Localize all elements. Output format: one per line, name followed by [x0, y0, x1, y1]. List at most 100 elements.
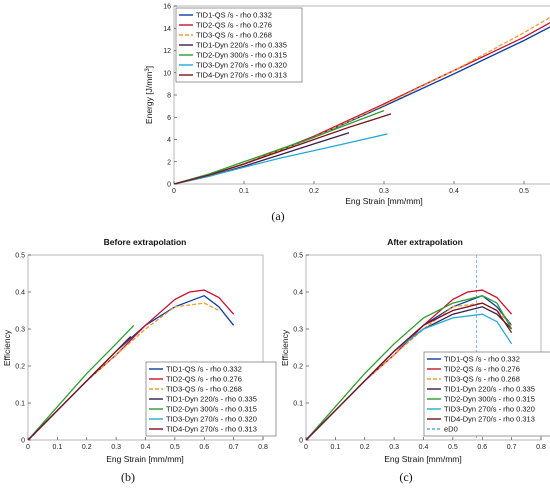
- y-tick-label: 4: [167, 137, 171, 144]
- chart-c-xlabel: Eng Strain [mm/mm]: [384, 454, 461, 464]
- chart-c-after-extrapolation: After extrapolation 0 0.1 0.2 0.3 0.4 0.5 0.6 0…: [280, 237, 550, 484]
- chart-b-x-ticks: 0 0.1 0.2 0.3 0.4 0.5 0.6 0.7 0.8: [26, 437, 268, 451]
- y-tick-label: 0.3: [293, 327, 303, 334]
- legend-entry: eD0: [444, 425, 458, 434]
- x-tick-label: 0.4: [449, 188, 459, 195]
- y-tick-label: 12: [163, 48, 171, 55]
- y-tick-label: 0.4: [15, 290, 25, 297]
- x-tick-label: 0.6: [477, 444, 487, 451]
- chart-c-caption: (c): [399, 470, 412, 484]
- y-tick-label: 0.2: [293, 364, 303, 371]
- legend-entry: TID2-QS /s - rho 0.276: [166, 375, 242, 384]
- y-tick-label: 10: [163, 70, 171, 77]
- y-tick-label: 0.2: [15, 364, 25, 371]
- series-line-6: [173, 133, 388, 185]
- y-tick-label: 8: [167, 93, 171, 100]
- chart-c-series: [305, 289, 513, 441]
- x-tick-label: 0.6: [199, 444, 209, 451]
- x-tick-label: 0.3: [389, 444, 399, 451]
- legend-entry: TID2-Dyn 300/s - rho 0.315: [166, 405, 257, 414]
- x-tick-label: 0.2: [82, 444, 92, 451]
- legend-entry: TID1-QS /s - rho 0.332: [196, 11, 272, 20]
- chart-b-ylabel: Efficiency: [2, 329, 12, 366]
- chart-c-title: After extrapolation: [387, 237, 463, 247]
- x-tick-label: 0.4: [141, 444, 151, 451]
- legend-entry: TID1-Dyn 220/s - rho 0.335: [444, 385, 535, 394]
- legend-entry: TID1-QS /s - rho 0.332: [166, 365, 242, 374]
- y-tick-label: 0.4: [293, 290, 303, 297]
- series-line-5: [305, 295, 513, 441]
- y-tick-label: 0.5: [293, 253, 303, 260]
- x-tick-label: 0.5: [519, 188, 529, 195]
- legend-entry: TID4-Dyn 270/s - rho 0.313: [196, 71, 287, 80]
- y-tick-label: 0: [299, 438, 303, 445]
- chart-b-series: [27, 289, 235, 441]
- x-tick-label: 0.5: [448, 444, 458, 451]
- chart-a-series: [173, 16, 550, 185]
- chart-c-x-ticks: 0 0.1 0.2 0.3 0.4 0.5 0.6 0.7 0.8: [304, 437, 546, 451]
- legend-entry: TID3-Dyn 270/s - rho 0.320: [444, 405, 535, 414]
- chart-b-xlabel: Eng Strain [mm/mm]: [106, 454, 183, 464]
- legend-entry: TID3-QS /s - rho 0.268: [196, 31, 272, 40]
- chart-b-title: Before extrapolation: [104, 237, 187, 247]
- series-line-5: [173, 109, 385, 185]
- series-line-5: [27, 324, 135, 441]
- x-tick-label: 0.4: [419, 444, 429, 451]
- series-line-7: [305, 302, 513, 441]
- x-tick-label: 0.1: [239, 188, 249, 195]
- y-tick-label: 0: [21, 438, 25, 445]
- x-tick-label: 0.8: [536, 444, 546, 451]
- x-tick-label: 0.3: [111, 444, 121, 451]
- y-tick-label: 0.1: [293, 401, 303, 408]
- chart-b-caption: (b): [121, 470, 135, 484]
- y-tick-label: 0.3: [15, 327, 25, 334]
- legend-box: [145, 361, 277, 437]
- legend-box: [175, 7, 303, 83]
- x-tick-label: 0: [172, 188, 176, 195]
- series-line-7: [27, 335, 132, 441]
- x-tick-label: 0: [304, 444, 308, 451]
- x-tick-label: 0: [26, 444, 30, 451]
- chart-a-ylabel: Energy [J/mm3]: [144, 66, 154, 124]
- legend-entry: TID3-QS /s - rho 0.268: [166, 385, 242, 394]
- legend-entry: TID3-Dyn 270/s - rho 0.320: [166, 415, 257, 424]
- legend-entry: TID2-Dyn 300/s - rho 0.315: [444, 395, 535, 404]
- x-tick-label: 0.1: [53, 444, 63, 451]
- x-tick-label: 0.7: [229, 444, 239, 451]
- legend-entry: TID3-Dyn 270/s - rho 0.320: [196, 61, 287, 70]
- chart-b-before-extrapolation: Before extrapolation 0 0.1 0.2 0.3 0.4 0.5 0.6…: [2, 237, 277, 484]
- x-tick-label: 0.3: [379, 188, 389, 195]
- chart-a-x-ticks: 00.10.20.30.40.50.6: [172, 181, 529, 195]
- x-tick-label: 0.7: [507, 444, 517, 451]
- y-tick-label: 0.5: [15, 253, 25, 260]
- legend-box: [423, 351, 550, 437]
- y-tick-label: 6: [167, 115, 171, 122]
- legend-entry: TID3-QS /s - rho 0.268: [444, 375, 520, 384]
- y-tick-label: 0: [167, 182, 171, 189]
- x-tick-label: 0.5: [170, 444, 180, 451]
- y-tick-label: 0.1: [15, 401, 25, 408]
- legend-entry: TID1-QS /s - rho 0.332: [444, 355, 520, 364]
- chart-a-xlabel: Eng Strain [mm/mm]: [345, 196, 422, 206]
- legend-entry: TID4-Dyn 270/s - rho 0.313: [166, 425, 257, 434]
- x-tick-label: 0.2: [360, 444, 370, 451]
- legend-entry: TID2-QS /s - rho 0.276: [444, 365, 520, 374]
- chart-a-caption: (a): [271, 209, 284, 223]
- chart-c-ylabel: Efficiency: [280, 329, 290, 366]
- y-tick-label: 16: [163, 4, 171, 11]
- legend-entry: TID2-QS /s - rho 0.276: [196, 21, 272, 30]
- chart-b-y-ticks: 0 0.1 0.2 0.3 0.4 0.5: [15, 253, 31, 445]
- x-tick-label: 0.8: [258, 444, 268, 451]
- y-tick-label: 2: [167, 159, 171, 166]
- legend-entry: TID1-Dyn 220/s - rho 0.335: [196, 41, 287, 50]
- legend-entry: TID2-Dyn 300/s - rho 0.315: [196, 51, 287, 60]
- x-tick-label: 0.2: [309, 188, 319, 195]
- series-line-7: [173, 113, 392, 185]
- legend-entry: TID4-Dyn 270/s - rho 0.313: [444, 415, 535, 424]
- legend-entry: TID1-Dyn 220/s - rho 0.335: [166, 395, 257, 404]
